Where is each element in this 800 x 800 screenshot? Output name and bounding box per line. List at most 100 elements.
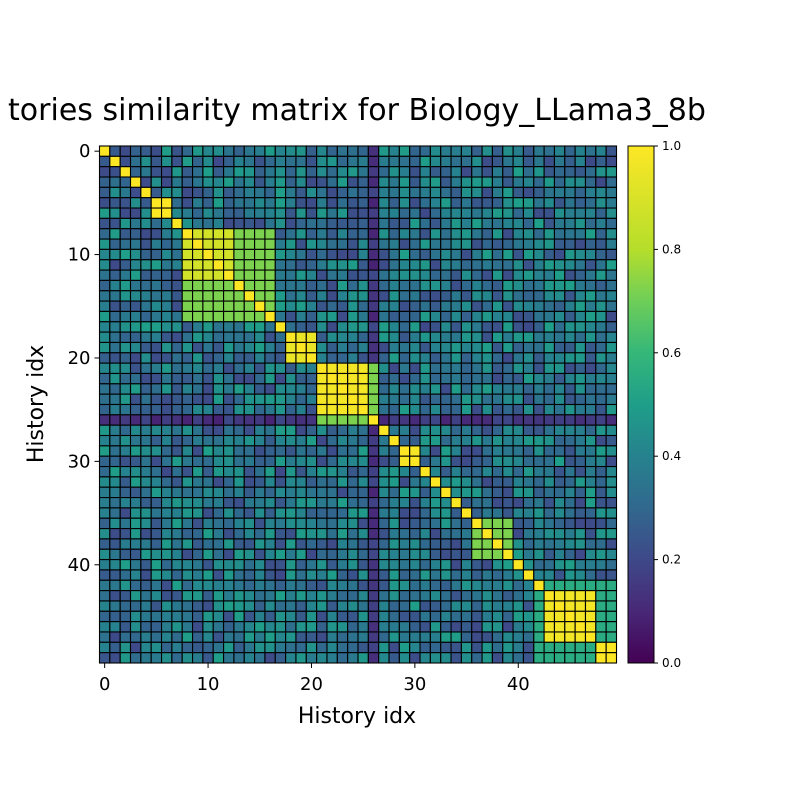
heatmap-cell (305, 290, 318, 302)
heatmap-cell (109, 455, 121, 468)
heatmap-cell (295, 631, 307, 643)
heatmap-cell (409, 631, 421, 643)
heatmap-cell (171, 155, 183, 168)
heatmap-cell (192, 569, 204, 581)
heatmap-cell (160, 300, 173, 312)
heatmap-cell (512, 590, 524, 602)
heatmap-cell (419, 341, 431, 354)
heatmap-cell (440, 455, 452, 468)
heatmap-cell (357, 497, 369, 509)
heatmap-cell (471, 248, 483, 261)
heatmap-cell (233, 372, 245, 385)
heatmap-cell (533, 528, 545, 540)
heatmap-cell (98, 610, 111, 623)
heatmap-cell (129, 569, 142, 581)
heatmap-cell (502, 341, 514, 354)
heatmap-cell (305, 238, 318, 250)
heatmap-cell (481, 207, 493, 219)
heatmap-cell (584, 372, 597, 385)
heatmap-cell (460, 476, 473, 488)
heatmap-cell (595, 341, 607, 354)
heatmap-cell (109, 269, 121, 281)
heatmap-cell (98, 207, 111, 219)
heatmap-cell (347, 155, 359, 168)
heatmap-cell (471, 341, 483, 354)
heatmap-cell (254, 300, 266, 312)
heatmap-cell (181, 538, 194, 550)
heatmap-cell (574, 424, 587, 437)
heatmap-cell (347, 362, 359, 375)
heatmap-cell (367, 517, 380, 530)
heatmap-cell (367, 341, 380, 354)
heatmap-cell (295, 641, 307, 654)
heatmap-cell (605, 517, 618, 530)
heatmap-cell (502, 321, 514, 333)
heatmap-cell (326, 197, 338, 209)
heatmap-cell (316, 641, 328, 654)
heatmap-cell (274, 538, 287, 550)
heatmap-cell (533, 579, 545, 592)
heatmap-cell (450, 497, 462, 509)
heatmap-cell (171, 610, 183, 623)
heatmap-cell (243, 403, 256, 416)
heatmap-cell (98, 414, 111, 426)
heatmap-cell (212, 538, 225, 550)
heatmap-cell (605, 559, 618, 571)
heatmap-cell (595, 600, 607, 612)
heatmap-cell (181, 269, 194, 281)
heatmap-cell (150, 579, 163, 592)
heatmap-cell (481, 197, 493, 209)
heatmap-cell (564, 269, 576, 281)
heatmap-cell (150, 652, 163, 664)
heatmap-cell (264, 507, 276, 519)
heatmap-cell (450, 641, 462, 654)
heatmap-cell (254, 434, 266, 447)
heatmap-cell (316, 631, 328, 643)
heatmap-cell (326, 641, 338, 654)
heatmap-cell (150, 238, 163, 250)
heatmap-cell (357, 569, 369, 581)
heatmap-cell (357, 621, 369, 633)
heatmap-cell (605, 538, 618, 550)
heatmap-cell (150, 310, 163, 323)
heatmap-cell (254, 610, 266, 623)
heatmap-cell (129, 517, 142, 530)
heatmap-cell (336, 548, 349, 561)
heatmap-cell (512, 393, 524, 406)
heatmap-cell (129, 476, 142, 488)
heatmap-cell (574, 610, 587, 623)
heatmap-cell (254, 186, 266, 199)
heatmap-cell (243, 186, 256, 199)
heatmap-cell (491, 641, 504, 654)
heatmap-cell (109, 569, 121, 581)
heatmap-cell (150, 248, 163, 261)
heatmap-cell (171, 166, 183, 178)
heatmap-cell (243, 569, 256, 581)
heatmap-cell (409, 259, 421, 271)
heatmap-cell (409, 569, 421, 581)
heatmap-cell (347, 590, 359, 602)
heatmap-cell (553, 590, 566, 602)
heatmap-cell (429, 238, 442, 250)
heatmap-cell (243, 321, 256, 333)
heatmap-cell (223, 538, 235, 550)
heatmap-cell (564, 372, 576, 385)
heatmap-cell (274, 610, 287, 623)
heatmap-cell (388, 600, 400, 612)
heatmap-cell (119, 372, 132, 385)
heatmap-cell (471, 290, 483, 302)
heatmap-cell (233, 641, 245, 654)
heatmap-cell (109, 352, 121, 364)
heatmap-cell (543, 217, 556, 230)
heatmap-cell (605, 455, 618, 468)
heatmap-cell (295, 341, 307, 354)
heatmap-cell (181, 259, 194, 271)
heatmap-cell (450, 383, 462, 395)
heatmap-cell (264, 641, 276, 654)
heatmap-cell (491, 331, 504, 344)
heatmap-cell (212, 259, 225, 271)
heatmap-cell (160, 352, 173, 364)
heatmap-cell (202, 228, 214, 240)
heatmap-cell (440, 528, 452, 540)
heatmap-cell (264, 217, 276, 230)
